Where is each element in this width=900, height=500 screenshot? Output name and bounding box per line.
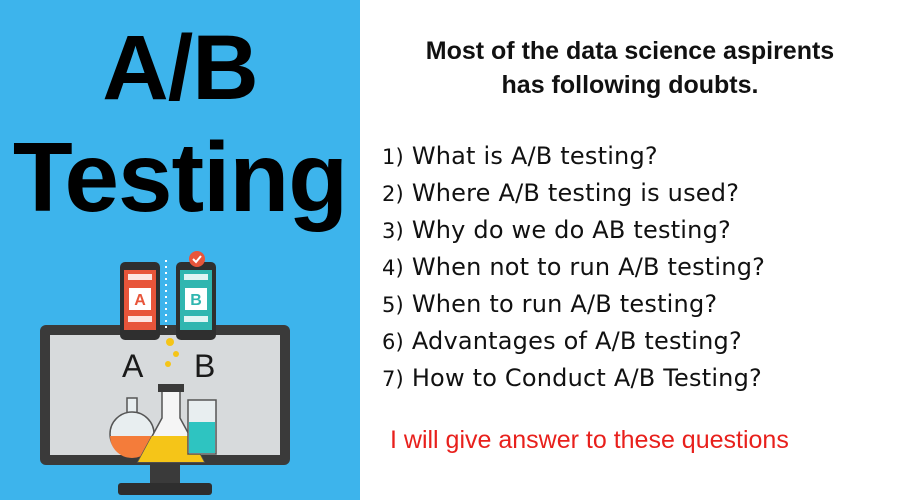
title-line-1: A/B xyxy=(102,17,258,119)
question-number: 3) xyxy=(382,219,404,243)
title-line-2: Testing xyxy=(12,122,348,232)
beaker-icon xyxy=(187,399,217,455)
questions-list: 1) What is A/B testing? 2) Where A/B tes… xyxy=(382,138,765,397)
variant-a-label: A xyxy=(122,348,144,384)
question-text: How to Conduct A/B Testing? xyxy=(411,364,762,392)
check-badge-icon xyxy=(189,251,205,267)
question-item: 6) Advantages of A/B testing? xyxy=(382,323,765,360)
heading-line-1: Most of the data science aspirents xyxy=(425,37,835,65)
question-text: What is A/B testing? xyxy=(411,142,658,170)
bubbles-icon xyxy=(165,338,179,367)
question-item: 5) When to run A/B testing? xyxy=(382,286,765,323)
phone-b-icon: B xyxy=(176,262,216,340)
question-number: 2) xyxy=(382,182,404,206)
left-panel: A/B Testing A xyxy=(0,0,360,500)
question-item: 4) When not to run A/B testing? xyxy=(382,249,765,286)
question-text: When not to run A/B testing? xyxy=(411,253,766,281)
question-item: 1) What is A/B testing? xyxy=(382,138,765,175)
question-text: When to run A/B testing? xyxy=(411,290,718,318)
ab-testing-illustration: A B xyxy=(0,250,360,500)
question-text: Where A/B testing is used? xyxy=(411,179,740,207)
round-flask-icon xyxy=(109,397,155,458)
question-number: 5) xyxy=(382,293,404,317)
monitor-lab-illustration: A B xyxy=(40,251,290,495)
question-item: 3) Why do we do AB testing? xyxy=(382,212,765,249)
phone-a-icon: A xyxy=(120,262,160,340)
heading: Most of the data science aspirents has f… xyxy=(360,34,900,102)
question-item: 2) Where A/B testing is used? xyxy=(382,175,765,212)
question-text: Advantages of A/B testing? xyxy=(411,327,742,355)
heading-line-2: has following doubts. xyxy=(501,71,759,99)
svg-text:B: B xyxy=(190,292,202,309)
question-item: 7) How to Conduct A/B Testing? xyxy=(382,360,765,397)
right-panel: Most of the data science aspirents has f… xyxy=(360,0,900,500)
footer-note: I will give answer to these questions xyxy=(390,426,789,454)
question-number: 1) xyxy=(382,145,404,169)
svg-text:A: A xyxy=(134,292,146,309)
variant-b-label: B xyxy=(194,348,216,384)
question-number: 4) xyxy=(382,256,404,280)
question-text: Why do we do AB testing? xyxy=(411,216,731,244)
question-number: 7) xyxy=(382,367,404,391)
question-number: 6) xyxy=(382,330,404,354)
